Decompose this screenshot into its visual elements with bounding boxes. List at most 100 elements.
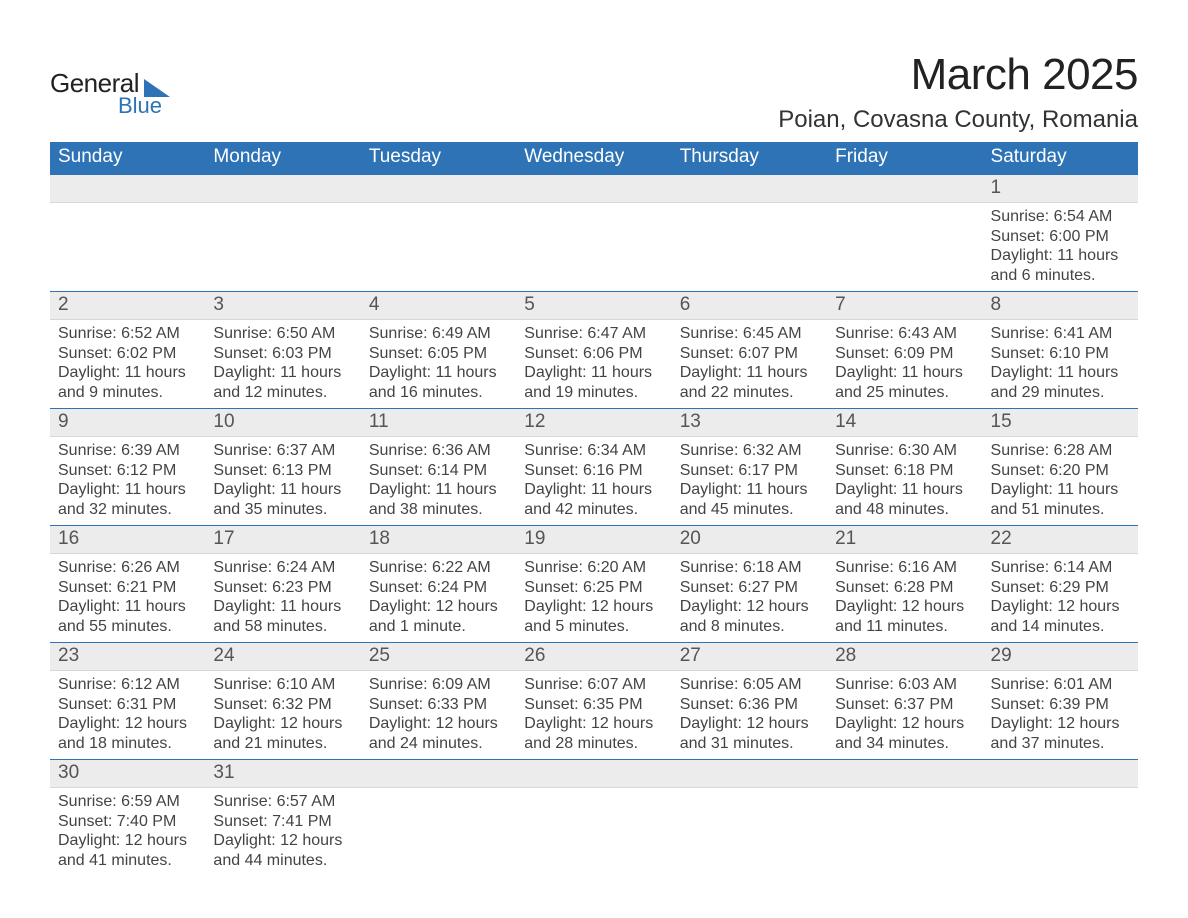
day-number: 7 [827, 292, 982, 320]
day-number [50, 175, 205, 203]
sunset-text: Sunset: 6:32 PM [213, 695, 352, 715]
daylight-text: Daylight: 12 hours and 44 minutes. [213, 831, 352, 870]
sunset-text: Sunset: 6:33 PM [369, 695, 508, 715]
sunset-text: Sunset: 6:23 PM [213, 578, 352, 598]
daylight-text: Daylight: 12 hours and 37 minutes. [991, 714, 1130, 753]
header-sunday: Sunday [50, 142, 205, 174]
day-number: 2 [50, 292, 205, 320]
day-number: 8 [983, 292, 1138, 320]
daylight-text: Daylight: 12 hours and 11 minutes. [835, 597, 974, 636]
sunrise-text: Sunrise: 6:59 AM [58, 792, 197, 812]
header-friday: Friday [827, 142, 982, 174]
sunrise-text: Sunrise: 6:50 AM [213, 324, 352, 344]
day-number: 12 [516, 409, 671, 437]
daylight-text: Daylight: 12 hours and 31 minutes. [680, 714, 819, 753]
day-number: 5 [516, 292, 671, 320]
day-details: Sunrise: 6:22 AMSunset: 6:24 PMDaylight:… [361, 554, 516, 642]
day-number: 30 [50, 760, 205, 788]
day-number: 23 [50, 643, 205, 671]
daylight-text: Daylight: 12 hours and 34 minutes. [835, 714, 974, 753]
logo: General Blue [50, 50, 170, 119]
sunset-text: Sunset: 6:16 PM [524, 461, 663, 481]
day-number: 17 [205, 526, 360, 554]
sunset-text: Sunset: 6:09 PM [835, 344, 974, 364]
day-number: 3 [205, 292, 360, 320]
day-number: 10 [205, 409, 360, 437]
title-block: March 2025 Poian, Covasna County, Romani… [778, 50, 1138, 134]
daylight-text: Daylight: 11 hours and 22 minutes. [680, 363, 819, 402]
day-number: 22 [983, 526, 1138, 554]
sunrise-text: Sunrise: 6:30 AM [835, 441, 974, 461]
day-cell: 26Sunrise: 6:07 AMSunset: 6:35 PMDayligh… [516, 643, 671, 760]
day-cell: 18Sunrise: 6:22 AMSunset: 6:24 PMDayligh… [361, 526, 516, 643]
day-cell: 1Sunrise: 6:54 AMSunset: 6:00 PMDaylight… [983, 174, 1138, 292]
calendar-table: Sunday Monday Tuesday Wednesday Thursday… [50, 142, 1138, 876]
daylight-text: Daylight: 12 hours and 5 minutes. [524, 597, 663, 636]
day-details [205, 203, 360, 213]
day-number: 28 [827, 643, 982, 671]
daylight-text: Daylight: 11 hours and 19 minutes. [524, 363, 663, 402]
day-details: Sunrise: 6:34 AMSunset: 6:16 PMDaylight:… [516, 437, 671, 525]
day-cell: 25Sunrise: 6:09 AMSunset: 6:33 PMDayligh… [361, 643, 516, 760]
day-details: Sunrise: 6:54 AMSunset: 6:00 PMDaylight:… [983, 203, 1138, 291]
day-details: Sunrise: 6:47 AMSunset: 6:06 PMDaylight:… [516, 320, 671, 408]
day-details: Sunrise: 6:16 AMSunset: 6:28 PMDaylight:… [827, 554, 982, 642]
day-cell: 10Sunrise: 6:37 AMSunset: 6:13 PMDayligh… [205, 409, 360, 526]
day-number: 31 [205, 760, 360, 788]
day-cell: 2Sunrise: 6:52 AMSunset: 6:02 PMDaylight… [50, 292, 205, 409]
sunrise-text: Sunrise: 6:03 AM [835, 675, 974, 695]
sunrise-text: Sunrise: 6:16 AM [835, 558, 974, 578]
sunset-text: Sunset: 6:13 PM [213, 461, 352, 481]
daylight-text: Daylight: 11 hours and 29 minutes. [991, 363, 1130, 402]
week-row: 1Sunrise: 6:54 AMSunset: 6:00 PMDaylight… [50, 174, 1138, 292]
day-cell: 31Sunrise: 6:57 AMSunset: 7:41 PMDayligh… [205, 760, 360, 877]
daylight-text: Daylight: 12 hours and 28 minutes. [524, 714, 663, 753]
day-cell: 16Sunrise: 6:26 AMSunset: 6:21 PMDayligh… [50, 526, 205, 643]
day-cell: 4Sunrise: 6:49 AMSunset: 6:05 PMDaylight… [361, 292, 516, 409]
sunset-text: Sunset: 6:39 PM [991, 695, 1130, 715]
week-row: 2Sunrise: 6:52 AMSunset: 6:02 PMDaylight… [50, 292, 1138, 409]
daylight-text: Daylight: 11 hours and 32 minutes. [58, 480, 197, 519]
header-monday: Monday [205, 142, 360, 174]
sunrise-text: Sunrise: 6:49 AM [369, 324, 508, 344]
daylight-text: Daylight: 11 hours and 58 minutes. [213, 597, 352, 636]
day-cell: 24Sunrise: 6:10 AMSunset: 6:32 PMDayligh… [205, 643, 360, 760]
day-details: Sunrise: 6:07 AMSunset: 6:35 PMDaylight:… [516, 671, 671, 759]
day-cell [361, 760, 516, 877]
day-number [672, 760, 827, 788]
day-cell: 23Sunrise: 6:12 AMSunset: 6:31 PMDayligh… [50, 643, 205, 760]
sunset-text: Sunset: 6:06 PM [524, 344, 663, 364]
sunrise-text: Sunrise: 6:36 AM [369, 441, 508, 461]
sunset-text: Sunset: 6:25 PM [524, 578, 663, 598]
daylight-text: Daylight: 12 hours and 41 minutes. [58, 831, 197, 870]
day-cell: 21Sunrise: 6:16 AMSunset: 6:28 PMDayligh… [827, 526, 982, 643]
sunrise-text: Sunrise: 6:37 AM [213, 441, 352, 461]
day-cell [516, 760, 671, 877]
day-details [361, 203, 516, 213]
calendar-body: 1Sunrise: 6:54 AMSunset: 6:00 PMDaylight… [50, 174, 1138, 876]
day-cell: 12Sunrise: 6:34 AMSunset: 6:16 PMDayligh… [516, 409, 671, 526]
week-row: 23Sunrise: 6:12 AMSunset: 6:31 PMDayligh… [50, 643, 1138, 760]
day-details: Sunrise: 6:14 AMSunset: 6:29 PMDaylight:… [983, 554, 1138, 642]
header-wednesday: Wednesday [516, 142, 671, 174]
day-cell: 14Sunrise: 6:30 AMSunset: 6:18 PMDayligh… [827, 409, 982, 526]
sunrise-text: Sunrise: 6:57 AM [213, 792, 352, 812]
sunrise-text: Sunrise: 6:24 AM [213, 558, 352, 578]
sunset-text: Sunset: 6:35 PM [524, 695, 663, 715]
day-cell: 22Sunrise: 6:14 AMSunset: 6:29 PMDayligh… [983, 526, 1138, 643]
day-cell: 19Sunrise: 6:20 AMSunset: 6:25 PMDayligh… [516, 526, 671, 643]
daylight-text: Daylight: 11 hours and 6 minutes. [991, 246, 1130, 285]
sunset-text: Sunset: 6:00 PM [991, 227, 1130, 247]
day-cell: 7Sunrise: 6:43 AMSunset: 6:09 PMDaylight… [827, 292, 982, 409]
sunrise-text: Sunrise: 6:01 AM [991, 675, 1130, 695]
day-number: 27 [672, 643, 827, 671]
day-details: Sunrise: 6:09 AMSunset: 6:33 PMDaylight:… [361, 671, 516, 759]
sunset-text: Sunset: 6:18 PM [835, 461, 974, 481]
day-details: Sunrise: 6:39 AMSunset: 6:12 PMDaylight:… [50, 437, 205, 525]
day-cell: 13Sunrise: 6:32 AMSunset: 6:17 PMDayligh… [672, 409, 827, 526]
day-number: 25 [361, 643, 516, 671]
month-title: March 2025 [778, 50, 1138, 100]
day-number: 21 [827, 526, 982, 554]
day-cell [672, 760, 827, 877]
day-number [827, 175, 982, 203]
